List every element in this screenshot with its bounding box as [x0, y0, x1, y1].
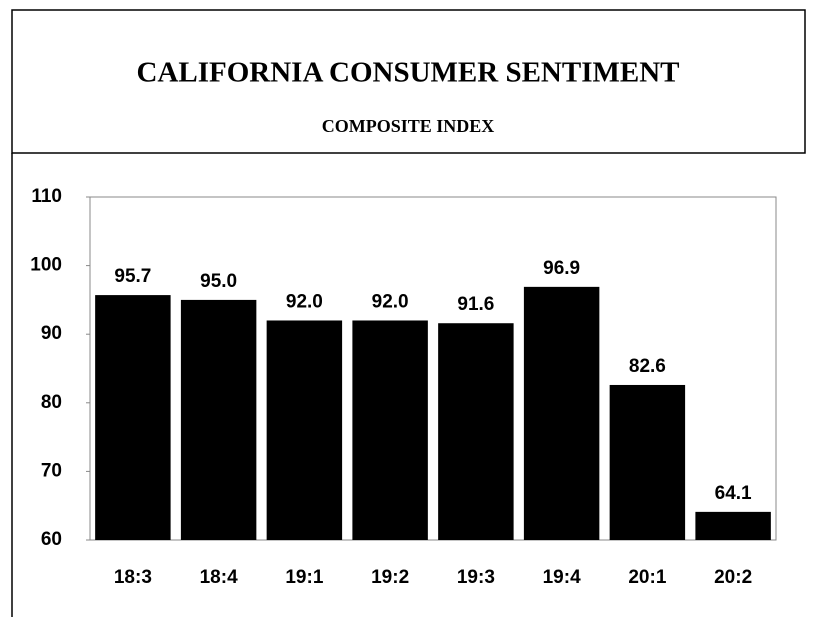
- plot-frame: [89, 196, 777, 541]
- chart-subtitle: COMPOSITE INDEX: [322, 116, 495, 136]
- x-tick-label: 19:2: [371, 567, 409, 588]
- y-tick-label: 100: [30, 255, 62, 276]
- bar: [352, 320, 428, 540]
- chart-title: CALIFORNIA CONSUMER SENTIMENT: [136, 57, 679, 89]
- x-tick-label: 20:1: [628, 567, 666, 588]
- bar: [266, 320, 343, 540]
- x-tick-label: 19:4: [543, 567, 581, 588]
- x-tick-label: 20:2: [714, 567, 752, 588]
- y-tick-label: 110: [31, 186, 62, 207]
- bar: [609, 384, 686, 540]
- y-tick-label: 90: [41, 323, 62, 344]
- data-label: 92.0: [372, 291, 409, 312]
- bar: [523, 286, 600, 540]
- x-tick-label: 19:3: [457, 567, 495, 588]
- y-tick-label: 70: [41, 460, 62, 481]
- data-label: 64.1: [715, 483, 752, 504]
- data-label: 91.6: [457, 294, 494, 315]
- x-tick-label: 19:1: [285, 567, 323, 588]
- data-label: 95.7: [114, 266, 151, 287]
- x-tick-label: 18:3: [114, 567, 152, 588]
- y-tick-label: 80: [41, 392, 62, 413]
- y-tick-label: 60: [41, 529, 62, 550]
- bar: [438, 323, 514, 540]
- data-label: 82.6: [629, 356, 666, 377]
- bar: [695, 511, 771, 540]
- data-label: 92.0: [286, 291, 323, 312]
- bar: [180, 299, 257, 540]
- header-box: [11, 9, 806, 154]
- data-label: 95.0: [200, 271, 237, 292]
- bar: [95, 295, 171, 540]
- x-tick-label: 18:4: [200, 567, 238, 588]
- data-label: 96.9: [543, 258, 580, 279]
